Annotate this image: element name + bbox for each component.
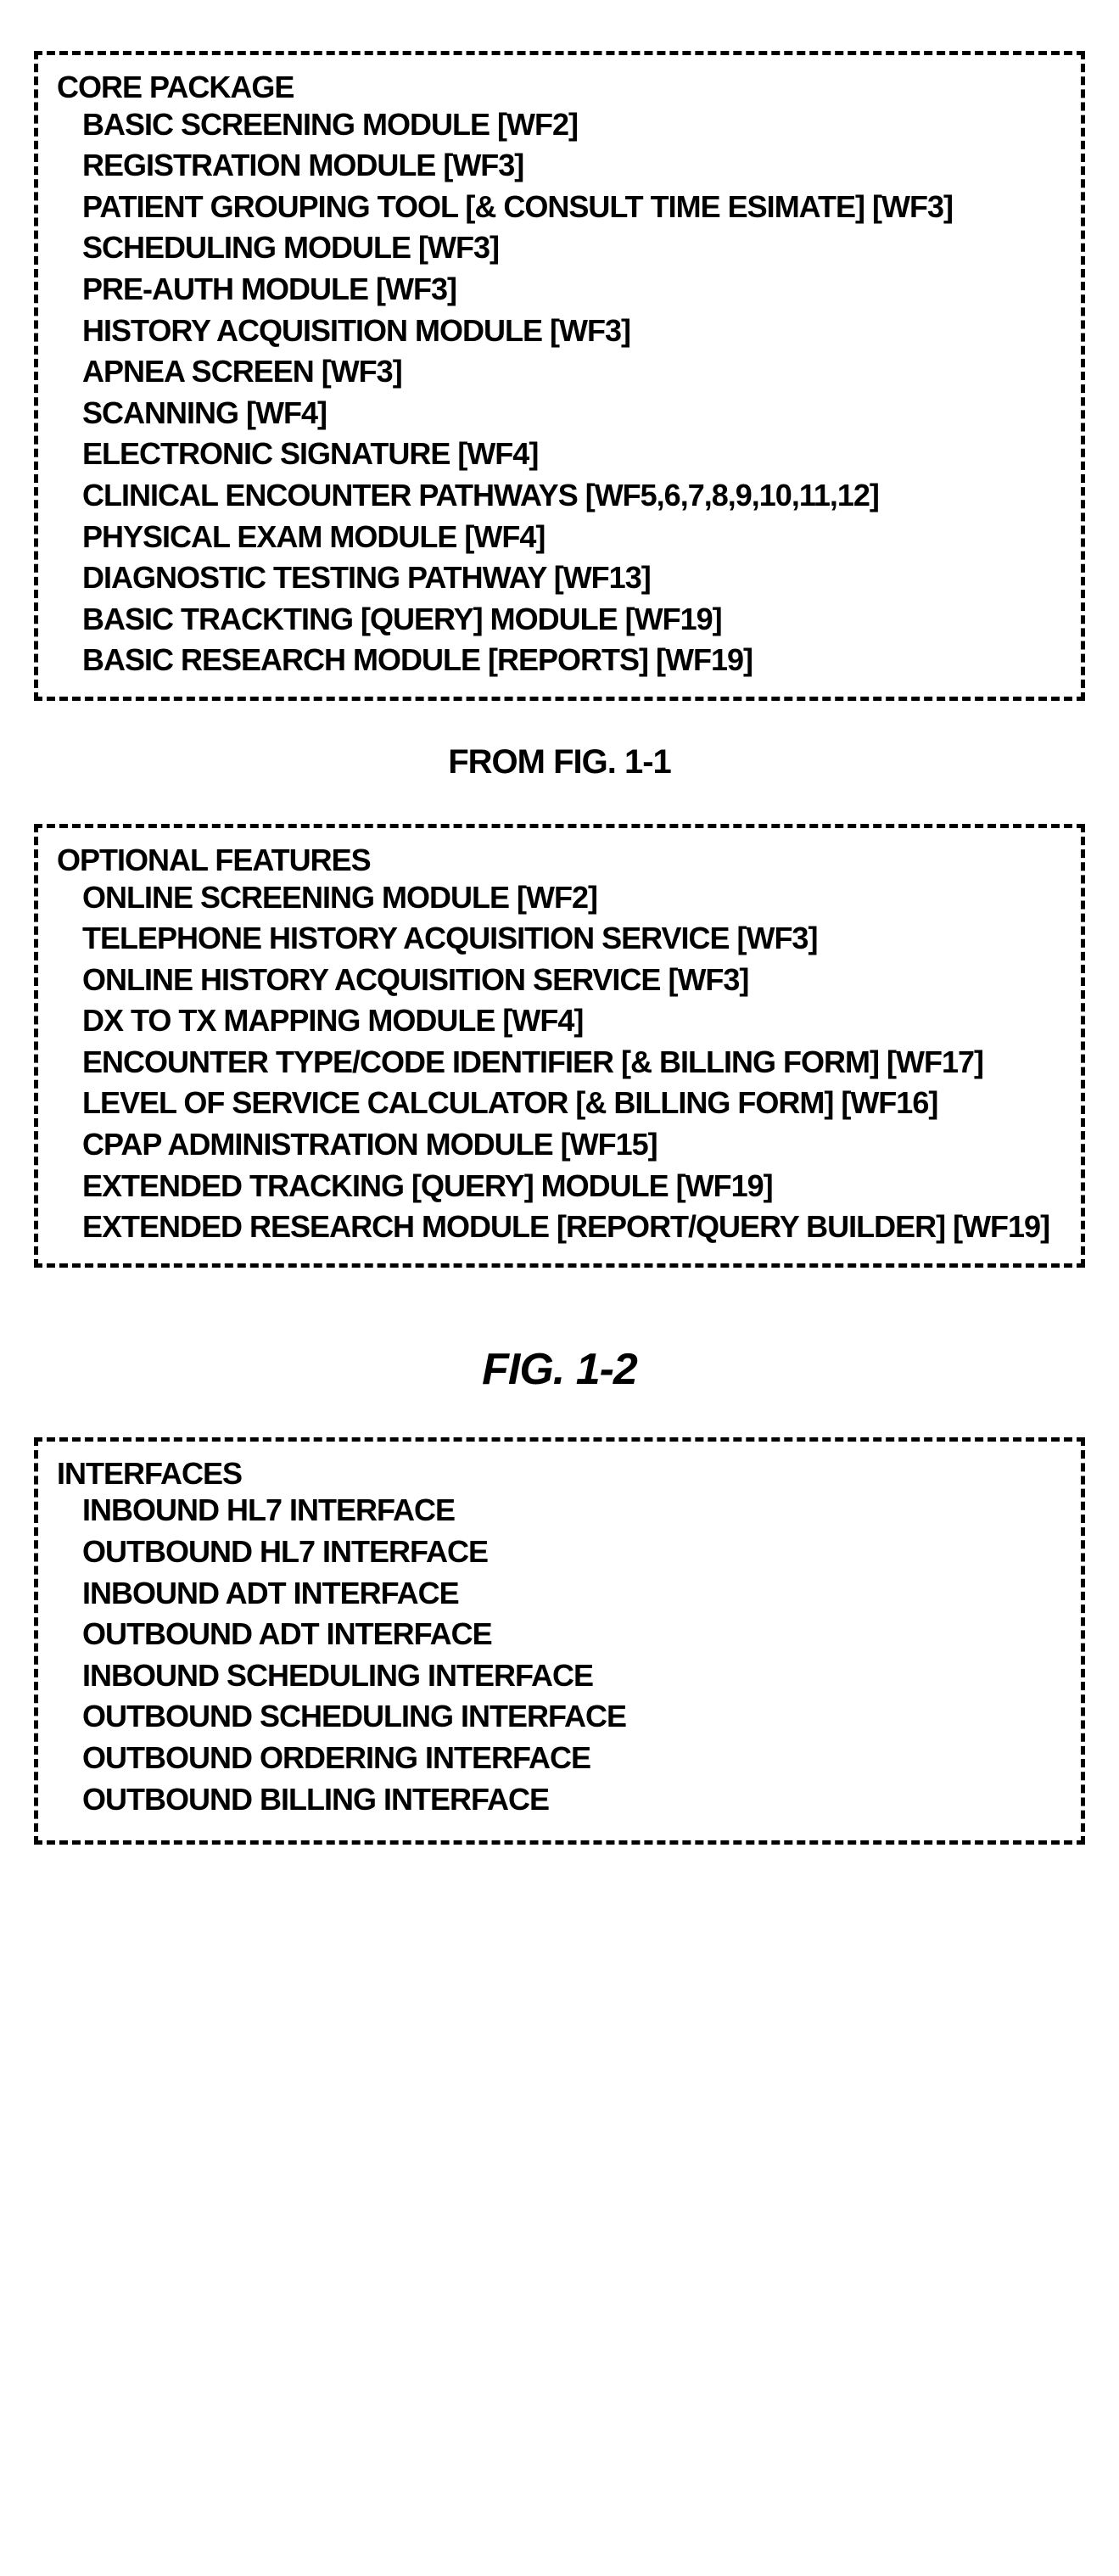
list-item: PATIENT GROUPING TOOL [& CONSULT TIME ES… [82,187,1062,228]
list-item: SCHEDULING MODULE [WF3] [82,227,1062,269]
list-item: DX TO TX MAPPING MODULE [WF4] [82,1000,1062,1042]
list-item: INBOUND SCHEDULING INTERFACE [82,1655,1062,1697]
list-item: INBOUND ADT INTERFACE [82,1573,1062,1615]
list-item: SCANNING [WF4] [82,393,1062,434]
list-item: OUTBOUND SCHEDULING INTERFACE [82,1696,1062,1738]
list-item: OUTBOUND ORDERING INTERFACE [82,1738,1062,1779]
list-item: EXTENDED TRACKING [QUERY] MODULE [WF19] [82,1166,1062,1207]
list-item: CLINICAL ENCOUNTER PATHWAYS [WF5,6,7,8,9… [82,475,1062,517]
interfaces-title: INTERFACES [57,1457,1062,1491]
list-item: OUTBOUND HL7 INTERFACE [82,1532,1062,1573]
list-item: BASIC SCREENING MODULE [WF2] [82,104,1062,146]
list-item: REGISTRATION MODULE [WF3] [82,145,1062,187]
optional-features-box: OPTIONAL FEATURES ONLINE SCREENING MODUL… [34,824,1085,1268]
list-item: ELECTRONIC SIGNATURE [WF4] [82,434,1062,475]
list-item: OUTBOUND ADT INTERFACE [82,1614,1062,1655]
list-item: CPAP ADMINISTRATION MODULE [WF15] [82,1124,1062,1166]
list-item: EXTENDED RESEARCH MODULE [REPORT/QUERY B… [82,1207,1062,1248]
interfaces-box: INTERFACES INBOUND HL7 INTERFACE OUTBOUN… [34,1437,1085,1845]
figure-label: FIG. 1-2 [482,1344,637,1395]
list-item: ENCOUNTER TYPE/CODE IDENTIFIER [& BILLIN… [82,1042,1062,1084]
list-item: OUTBOUND BILLING INTERFACE [82,1779,1062,1821]
list-item: TELEPHONE HISTORY ACQUISITION SERVICE [W… [82,918,1062,960]
list-item: LEVEL OF SERVICE CALCULATOR [& BILLING F… [82,1083,1062,1124]
diagram-container: CORE PACKAGE BASIC SCREENING MODULE [WF2… [0,0,1119,1896]
list-item: APNEA SCREEN [WF3] [82,351,1062,393]
interfaces-items: INBOUND HL7 INTERFACE OUTBOUND HL7 INTER… [57,1490,1062,1820]
list-item: DIAGNOSTIC TESTING PATHWAY [WF13] [82,557,1062,599]
list-item: INBOUND HL7 INTERFACE [82,1490,1062,1532]
from-figure-label: FROM FIG. 1-1 [448,743,671,781]
list-item: BASIC TRACKTING [QUERY] MODULE [WF19] [82,599,1062,641]
list-item: PHYSICAL EXAM MODULE [WF4] [82,517,1062,558]
core-package-box: CORE PACKAGE BASIC SCREENING MODULE [WF2… [34,51,1085,701]
list-item: ONLINE SCREENING MODULE [WF2] [82,877,1062,919]
optional-features-title: OPTIONAL FEATURES [57,843,1062,877]
core-package-title: CORE PACKAGE [57,70,1062,104]
list-item: ONLINE HISTORY ACQUISITION SERVICE [WF3] [82,960,1062,1001]
list-item: PRE-AUTH MODULE [WF3] [82,269,1062,311]
list-item: BASIC RESEARCH MODULE [REPORTS] [WF19] [82,640,1062,681]
optional-features-items: ONLINE SCREENING MODULE [WF2] TELEPHONE … [57,877,1062,1248]
list-item: HISTORY ACQUISITION MODULE [WF3] [82,311,1062,352]
core-package-items: BASIC SCREENING MODULE [WF2] REGISTRATIO… [57,104,1062,681]
